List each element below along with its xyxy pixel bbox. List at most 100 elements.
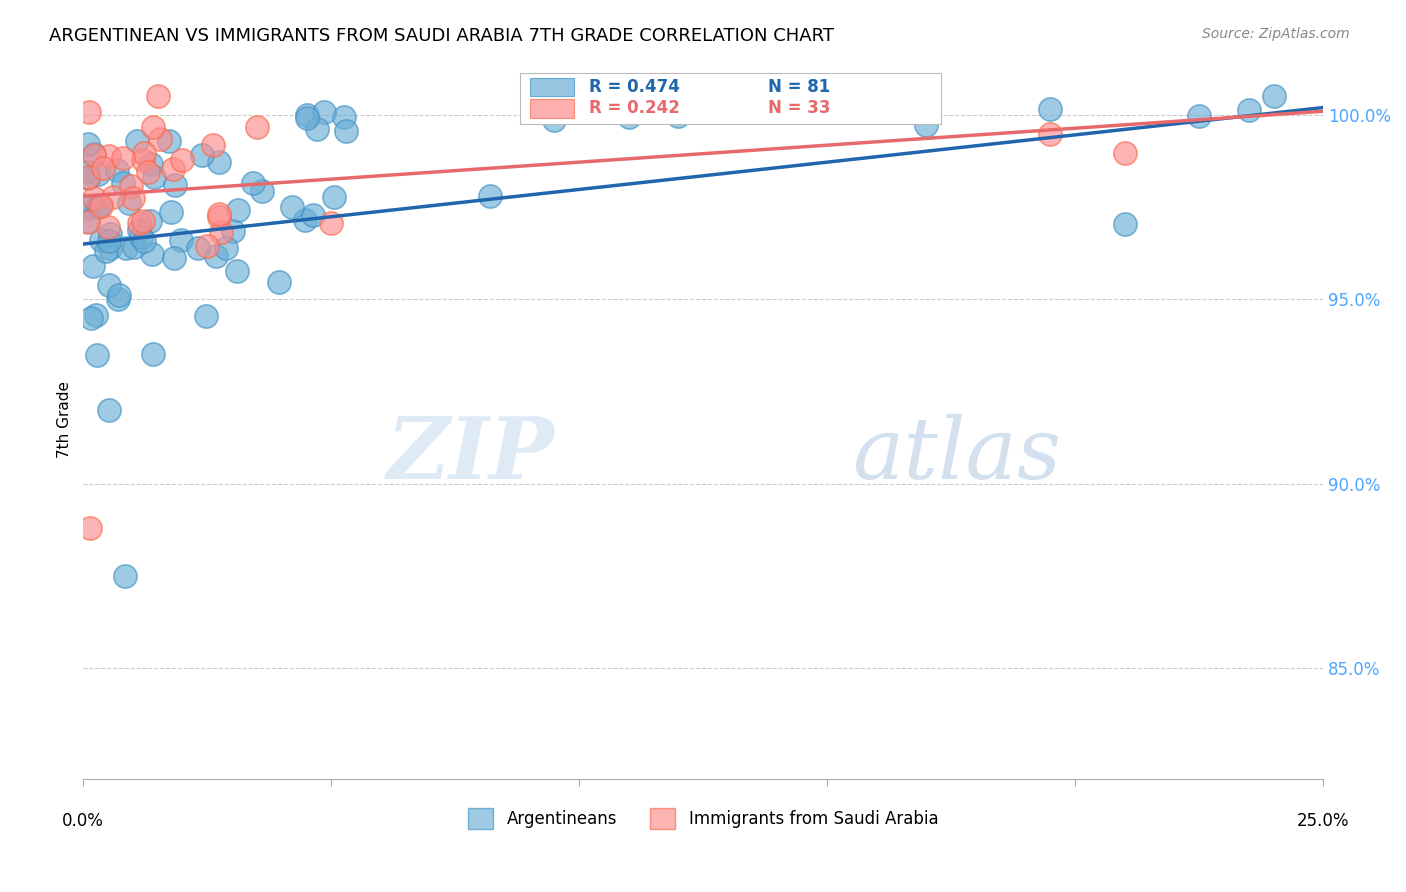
Text: atlas: atlas bbox=[852, 414, 1062, 497]
Point bbox=[208, 155, 231, 169]
Point bbox=[77, 202, 100, 216]
Point bbox=[139, 214, 162, 228]
Bar bbox=[530, 99, 574, 118]
Point bbox=[134, 146, 156, 161]
Point bbox=[128, 216, 150, 230]
Point bbox=[162, 161, 184, 176]
Point bbox=[101, 189, 124, 203]
Point bbox=[141, 247, 163, 261]
Point bbox=[267, 275, 290, 289]
Point bbox=[98, 241, 121, 255]
Point bbox=[226, 203, 249, 218]
Point bbox=[87, 167, 110, 181]
Point bbox=[1114, 217, 1136, 231]
Text: Source: ZipAtlas.com: Source: ZipAtlas.com bbox=[1202, 27, 1350, 41]
Point bbox=[132, 235, 155, 249]
Point bbox=[172, 153, 194, 167]
Point bbox=[1188, 109, 1211, 123]
Point bbox=[80, 310, 103, 325]
Point bbox=[214, 241, 236, 255]
Point bbox=[111, 151, 134, 165]
Text: R = 0.242: R = 0.242 bbox=[589, 99, 681, 117]
Point bbox=[146, 89, 169, 103]
Point bbox=[84, 309, 107, 323]
Point bbox=[222, 224, 245, 238]
Point bbox=[120, 179, 142, 194]
Point bbox=[205, 249, 228, 263]
Text: 0.0%: 0.0% bbox=[62, 812, 104, 830]
Point bbox=[84, 200, 107, 214]
Point bbox=[335, 124, 357, 138]
Point bbox=[122, 239, 145, 253]
Point bbox=[280, 200, 302, 214]
Point bbox=[297, 107, 319, 121]
Point bbox=[1039, 127, 1062, 141]
Text: N = 33: N = 33 bbox=[768, 99, 830, 117]
Point bbox=[97, 220, 120, 235]
Point bbox=[142, 120, 165, 135]
Point bbox=[87, 200, 110, 214]
Point bbox=[122, 191, 145, 205]
Point bbox=[792, 102, 814, 116]
Point bbox=[302, 209, 325, 223]
Point bbox=[125, 134, 148, 148]
Point bbox=[94, 244, 117, 258]
Point bbox=[117, 195, 139, 210]
Point bbox=[83, 191, 105, 205]
Point bbox=[246, 120, 269, 135]
Point bbox=[226, 264, 249, 278]
Point bbox=[77, 137, 100, 152]
Legend: Argentineans, Immigrants from Saudi Arabia: Argentineans, Immigrants from Saudi Arab… bbox=[461, 802, 945, 835]
Point bbox=[77, 104, 100, 119]
Point bbox=[83, 147, 105, 161]
Point bbox=[86, 348, 108, 362]
Point bbox=[250, 185, 273, 199]
Point bbox=[90, 233, 112, 247]
Point bbox=[1263, 89, 1285, 103]
Text: R = 0.474: R = 0.474 bbox=[589, 78, 681, 96]
Point bbox=[191, 148, 214, 162]
Point bbox=[208, 207, 231, 221]
Point bbox=[107, 292, 129, 306]
Point bbox=[90, 199, 112, 213]
Point bbox=[77, 170, 100, 185]
Point bbox=[79, 521, 101, 535]
Point bbox=[132, 214, 155, 228]
Point bbox=[202, 137, 225, 152]
Point bbox=[187, 241, 209, 255]
Bar bbox=[520, 72, 941, 124]
Point bbox=[333, 110, 356, 124]
Point bbox=[617, 110, 640, 124]
Point bbox=[77, 214, 100, 228]
Point bbox=[83, 147, 105, 161]
Point bbox=[77, 213, 100, 227]
Point bbox=[97, 234, 120, 248]
Point bbox=[294, 212, 316, 227]
Point bbox=[307, 121, 329, 136]
Point bbox=[136, 165, 159, 179]
Point bbox=[132, 153, 155, 167]
Point bbox=[107, 288, 129, 302]
Point bbox=[159, 205, 181, 219]
Point bbox=[668, 109, 690, 123]
Point bbox=[323, 189, 346, 203]
Point bbox=[129, 230, 152, 244]
Point bbox=[142, 347, 165, 361]
Point bbox=[543, 113, 565, 128]
Point bbox=[321, 216, 343, 230]
Point bbox=[157, 134, 180, 148]
Point bbox=[295, 111, 318, 125]
Point bbox=[1114, 145, 1136, 160]
Point bbox=[195, 238, 218, 252]
Point bbox=[141, 157, 163, 171]
Point bbox=[98, 227, 121, 242]
Point bbox=[98, 403, 121, 417]
Point bbox=[111, 176, 134, 190]
Point bbox=[170, 233, 193, 247]
Point bbox=[915, 118, 938, 132]
Point bbox=[1237, 103, 1260, 117]
Text: ARGENTINEAN VS IMMIGRANTS FROM SAUDI ARABIA 7TH GRADE CORRELATION CHART: ARGENTINEAN VS IMMIGRANTS FROM SAUDI ARA… bbox=[49, 27, 834, 45]
Point bbox=[105, 163, 128, 178]
Point bbox=[77, 165, 100, 179]
Point bbox=[77, 170, 100, 185]
